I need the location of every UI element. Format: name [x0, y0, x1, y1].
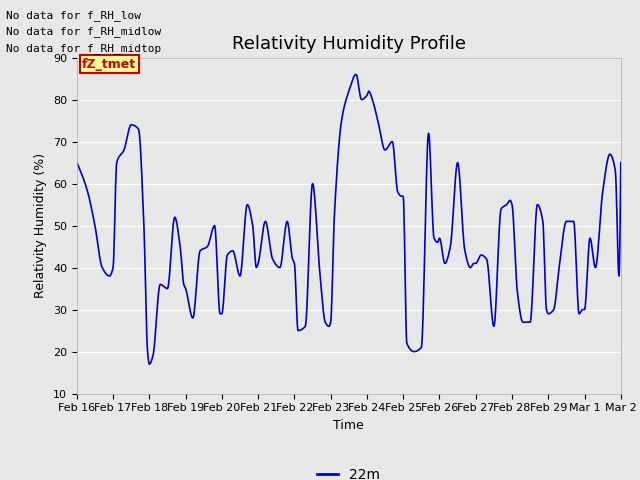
Text: No data for f_RH_low: No data for f_RH_low [6, 10, 141, 21]
Title: Relativity Humidity Profile: Relativity Humidity Profile [232, 35, 466, 53]
Y-axis label: Relativity Humidity (%): Relativity Humidity (%) [35, 153, 47, 298]
Legend: 22m: 22m [312, 462, 386, 480]
Text: No data for f_RH_midlow: No data for f_RH_midlow [6, 26, 162, 37]
Text: fZ_tmet: fZ_tmet [82, 58, 136, 71]
Text: No data for f_RH_midtop: No data for f_RH_midtop [6, 43, 162, 54]
X-axis label: Time: Time [333, 419, 364, 432]
